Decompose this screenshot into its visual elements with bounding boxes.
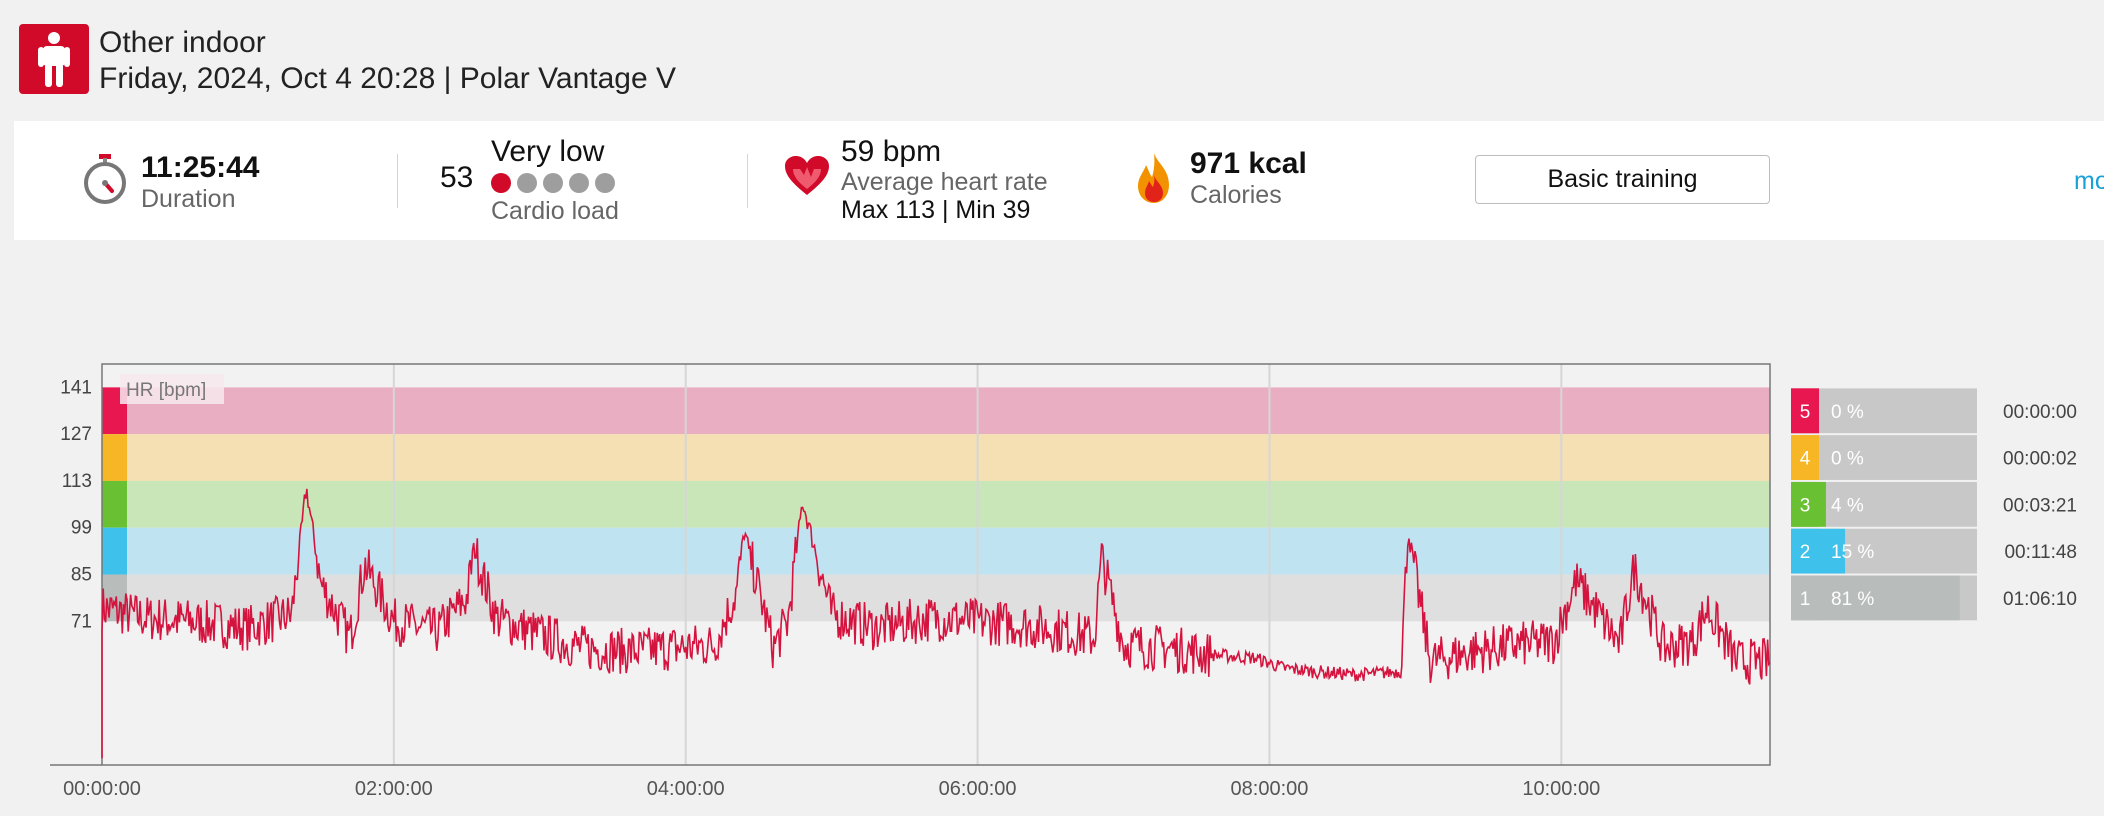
zone-summary-bar-bg bbox=[1791, 388, 1977, 434]
hr-badge-label: HR [bpm] bbox=[126, 380, 206, 401]
cardio-dot bbox=[595, 173, 615, 193]
y-tick-label: 127 bbox=[60, 424, 92, 445]
heart-rate-label: Average heart rate bbox=[841, 168, 1048, 196]
heart-rate-value: 59 bpm bbox=[841, 135, 942, 168]
activity-title: Other indoor bbox=[99, 26, 266, 59]
x-tick-label: 06:00:00 bbox=[939, 778, 1017, 800]
duration-value: 11:25:44 bbox=[141, 151, 260, 184]
cardio-load-label: Cardio load bbox=[491, 197, 619, 225]
zone-band-5 bbox=[102, 387, 1770, 435]
zone-summary-percent: 15 % bbox=[1831, 542, 1874, 563]
divider bbox=[397, 154, 398, 208]
x-tick-label: 10:00:00 bbox=[1522, 778, 1600, 800]
x-tick-label: 08:00:00 bbox=[1231, 778, 1309, 800]
zone-summary-swatch bbox=[1791, 481, 1819, 527]
plot-frame bbox=[101, 363, 1771, 766]
zone-summary-number: 5 bbox=[1800, 402, 1811, 423]
basic-training-button[interactable]: Basic training bbox=[1475, 155, 1770, 204]
zone-marker-2 bbox=[102, 527, 127, 575]
cardio-load-value: 53 bbox=[440, 161, 474, 194]
activity-subtitle: Friday, 2024, Oct 4 20:28 | Polar Vantag… bbox=[99, 62, 677, 95]
hr-chart: 00:00:00 02:00:00 04:00:00 06:00:00 08:00:00… bbox=[0, 350, 2104, 811]
zone-summary-percent: 81 % bbox=[1831, 589, 1874, 610]
cardio-load-dots bbox=[491, 173, 619, 193]
hr-series-line bbox=[101, 488, 1771, 759]
zone-summary-swatch bbox=[1791, 435, 1819, 480]
zone-marker-4 bbox=[102, 434, 127, 481]
y-tick-label: 141 bbox=[60, 377, 92, 398]
cardio-dot bbox=[569, 173, 589, 193]
zone-band-2 bbox=[102, 527, 1770, 575]
zone-summary-percent: 4 % bbox=[1831, 495, 1864, 516]
flame-icon bbox=[1135, 151, 1173, 210]
divider bbox=[747, 154, 748, 208]
zone-summary-bar-bg bbox=[1791, 435, 1977, 480]
more-link[interactable]: mo bbox=[2074, 167, 2104, 195]
cardio-load-level: Very low bbox=[491, 135, 605, 168]
x-tick-label: 00:00:00 bbox=[63, 778, 141, 800]
zone-band-4 bbox=[102, 434, 1770, 481]
person-standing-icon bbox=[19, 24, 89, 94]
summary-bar: 11:25:44 Duration 53 Very low Cardio loa… bbox=[14, 121, 2104, 240]
hr-badge-bg bbox=[120, 374, 224, 404]
cardio-load-stat: Very low Cardio load bbox=[491, 135, 619, 226]
y-tick-label: 71 bbox=[71, 611, 92, 632]
zone-summary-swatch bbox=[1791, 388, 1819, 434]
heart-icon bbox=[784, 155, 830, 202]
duration-label: Duration bbox=[141, 185, 236, 213]
y-tick-label: 99 bbox=[71, 518, 92, 539]
cardio-dot bbox=[517, 173, 537, 193]
zone-summary-time: 00:00:02 bbox=[2003, 449, 2077, 470]
zone-summary-percent: 0 % bbox=[1831, 449, 1864, 470]
zone-summary-percent: 0 % bbox=[1831, 402, 1864, 423]
heart-rate-stat: 59 bpm Average heart rate Max 113 | Min … bbox=[841, 135, 1048, 224]
zone-summary-swatch bbox=[1791, 528, 1819, 574]
y-tick-label: 113 bbox=[62, 471, 92, 492]
cardio-dot-filled bbox=[491, 173, 511, 193]
zone-summary-time: 00:00:00 bbox=[2003, 402, 2077, 423]
zone-band-3 bbox=[102, 480, 1770, 528]
zone-marker-3 bbox=[102, 480, 127, 528]
zone-summary-time: 00:03:21 bbox=[2003, 495, 2077, 516]
activity-header: Other indoor Friday, 2024, Oct 4 20:28 |… bbox=[19, 24, 1619, 95]
zone-summary-number: 3 bbox=[1800, 495, 1811, 516]
calories-label: Calories bbox=[1190, 181, 1282, 209]
zone-summary-time: 01:06:10 bbox=[2003, 589, 2077, 610]
zone-summary-fill bbox=[1791, 575, 1960, 621]
y-tick-label: 85 bbox=[71, 565, 92, 586]
heart-rate-max-min: Max 113 | Min 39 bbox=[841, 196, 1031, 224]
calories-value: 971 kcal bbox=[1190, 147, 1307, 180]
x-tick-label: 02:00:00 bbox=[355, 778, 433, 800]
calories-stat: 971 kcal Calories bbox=[1190, 147, 1307, 210]
hr-chart-svg: 00:00:00 02:00:00 04:00:00 06:00:00 08:00:00… bbox=[50, 363, 2077, 800]
zone-summary-swatch bbox=[1791, 575, 1819, 621]
zone-summary-number: 1 bbox=[1800, 589, 1811, 610]
zone-summary-number: 4 bbox=[1800, 449, 1811, 470]
cardio-dot bbox=[543, 173, 563, 193]
stopwatch-icon bbox=[82, 153, 128, 210]
zone-summary-time: 00:11:48 bbox=[2004, 542, 2077, 563]
x-tick-label: 04:00:00 bbox=[647, 778, 725, 800]
zone-summary-number: 2 bbox=[1800, 542, 1811, 563]
